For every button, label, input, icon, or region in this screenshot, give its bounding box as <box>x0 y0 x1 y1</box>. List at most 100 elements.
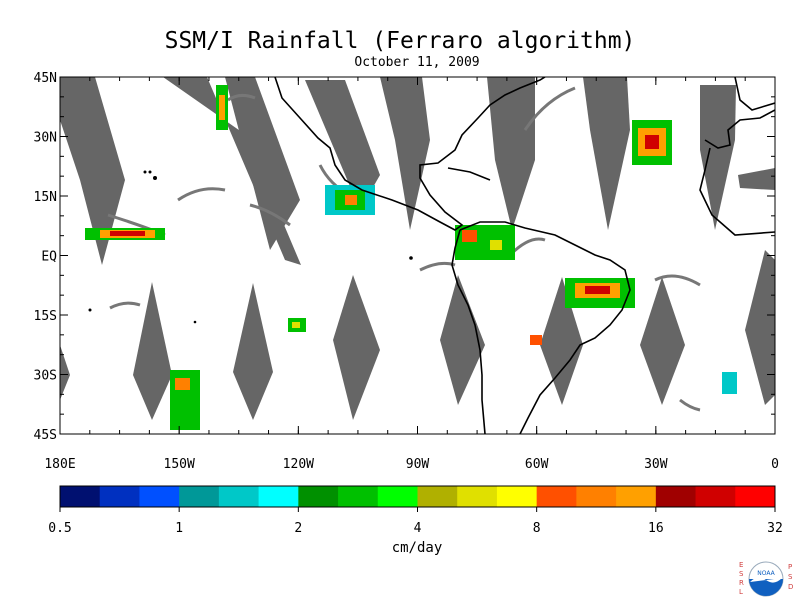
logo-letter: R <box>739 579 744 587</box>
swath-gap <box>745 250 775 405</box>
colorbar-swatch <box>496 486 538 507</box>
coastline-south-america <box>459 221 631 434</box>
map-subtitle: October 11, 2009 <box>354 55 480 70</box>
map-title: SSM/I Rainfall (Ferraro algorithm) <box>164 28 636 54</box>
logo-ocean <box>749 579 783 596</box>
colorbar-swatch <box>218 486 260 507</box>
swath-gap <box>380 77 430 230</box>
colorbar-swatch <box>99 486 140 507</box>
logo-gull <box>750 577 782 583</box>
lon-label: 30W <box>644 457 668 472</box>
lon-label: 0 <box>771 457 779 472</box>
lat-labels: 45N 30N 15N EQ 15S 30S 45S <box>34 71 58 443</box>
logo-letters-right: PSD <box>788 563 793 591</box>
colorbar-labels: 0.5 1 2 4 8 16 32 <box>48 507 783 536</box>
colorbar-swatch <box>139 486 180 507</box>
colorbar-swatch <box>616 486 657 507</box>
colorbar-label: 2 <box>294 521 302 536</box>
swath-gap <box>163 77 301 265</box>
swath-gap <box>333 275 380 420</box>
swath-gap <box>540 277 583 405</box>
colorbar-swatch <box>655 486 697 507</box>
coastline-greenland <box>734 77 775 111</box>
map-layers <box>60 77 775 434</box>
lat-ticks <box>60 76 775 435</box>
lon-ticks <box>59 77 776 434</box>
rain-patch-south-pacific-2 <box>288 318 306 332</box>
rain-patch-mexico <box>325 185 375 215</box>
swath-gap <box>640 277 685 405</box>
colorbar-swatch <box>576 486 617 507</box>
colorbar-swatch <box>60 486 101 507</box>
coastline-south-america-west <box>451 229 486 434</box>
lon-labels: 180E 150W 120W 90W 60W 30W 0 <box>44 457 779 472</box>
swath-gap <box>583 77 630 230</box>
coastline-north-america <box>274 77 546 231</box>
rain-patch-north-pacific <box>216 85 228 130</box>
rain-patch-brazil <box>565 278 635 308</box>
colorbar-swatch <box>298 486 339 507</box>
rain-patch-pacific-itcz <box>85 228 165 240</box>
lat-label: 15S <box>34 309 57 324</box>
logo-letter: S <box>739 570 744 578</box>
swath-gaps <box>60 77 775 420</box>
rain-patch-south-atlantic <box>722 372 737 394</box>
colorbar-swatch <box>695 486 736 507</box>
colorbar-swatch <box>338 486 379 507</box>
colorbar-swatch <box>457 486 498 507</box>
colorbar-swatch <box>536 486 577 507</box>
lon-label: 180E <box>44 457 75 472</box>
lon-label: 90W <box>406 457 430 472</box>
swath-gap <box>738 168 775 190</box>
rain-patch-south-pacific <box>170 370 200 430</box>
colorbar-swatch <box>179 486 220 507</box>
logo-letter: S <box>788 573 793 581</box>
logo-letter: D <box>788 583 793 591</box>
colorbar-label: 0.5 <box>48 521 71 536</box>
logo-letter: P <box>788 563 792 571</box>
rain-patch-central-america <box>455 225 515 260</box>
swath-gap <box>233 283 273 420</box>
colorbar-label: 4 <box>414 521 422 536</box>
colorbar-label: 32 <box>767 521 783 536</box>
lat-label: 30S <box>34 369 57 384</box>
lat-label: EQ <box>41 250 57 265</box>
logo-letter: E <box>739 561 743 569</box>
swath-gap <box>60 77 125 265</box>
colorbar-units: cm/day <box>391 540 443 556</box>
coastline-cuba <box>447 167 491 181</box>
islands <box>88 170 413 324</box>
lon-label: 150W <box>164 457 195 472</box>
colorbar-label: 8 <box>533 521 541 536</box>
swath-gap <box>305 80 380 210</box>
swath-gap <box>487 77 535 230</box>
rain-patch-west-atlantic <box>530 335 542 345</box>
logo-letter: L <box>739 588 743 596</box>
coastline-africa <box>699 147 775 236</box>
swath-gap <box>700 85 736 230</box>
coastlines <box>274 77 775 434</box>
swath-gap <box>225 77 300 250</box>
lon-label: 60W <box>525 457 549 472</box>
lat-label: 15N <box>34 190 57 205</box>
colorbar-swatch <box>377 486 418 507</box>
lat-label: 30N <box>34 131 57 146</box>
colorbar-label: 1 <box>175 521 183 536</box>
colorbar-swatch <box>417 486 458 507</box>
lat-label: 45N <box>34 71 57 86</box>
lon-label: 120W <box>283 457 314 472</box>
colorbar-swatch <box>258 486 299 507</box>
swath-gap <box>440 275 485 405</box>
colorbar-swatch <box>735 486 776 507</box>
coastline-europe <box>704 109 775 149</box>
swath-gap <box>133 282 172 420</box>
rain-patch-north-atlantic <box>632 120 672 165</box>
colorbar <box>59 485 776 508</box>
swath-gap <box>60 345 70 400</box>
rain-patches <box>85 85 737 430</box>
lat-label: 45S <box>34 428 57 443</box>
logo-text: NOAA <box>757 570 775 577</box>
